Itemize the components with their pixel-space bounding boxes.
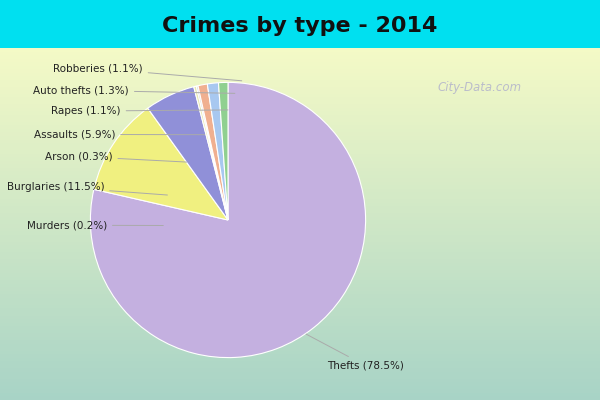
Text: Auto thefts (1.3%): Auto thefts (1.3%) — [34, 86, 235, 96]
Wedge shape — [91, 82, 365, 358]
Wedge shape — [194, 86, 228, 220]
Wedge shape — [208, 83, 228, 220]
Text: Robberies (1.1%): Robberies (1.1%) — [53, 63, 242, 81]
Wedge shape — [94, 108, 228, 220]
Wedge shape — [198, 84, 228, 220]
Text: Thefts (78.5%): Thefts (78.5%) — [306, 334, 404, 371]
Text: City-Data.com: City-Data.com — [438, 82, 522, 94]
Text: Burglaries (11.5%): Burglaries (11.5%) — [7, 182, 167, 195]
Wedge shape — [148, 87, 228, 220]
Text: Assaults (5.9%): Assaults (5.9%) — [34, 130, 205, 140]
Text: Crimes by type - 2014: Crimes by type - 2014 — [163, 16, 437, 36]
Text: Arson (0.3%): Arson (0.3%) — [45, 152, 187, 162]
Text: Rapes (1.1%): Rapes (1.1%) — [51, 106, 228, 116]
Text: Murders (0.2%): Murders (0.2%) — [26, 220, 163, 230]
Wedge shape — [196, 86, 228, 220]
Wedge shape — [218, 82, 228, 220]
